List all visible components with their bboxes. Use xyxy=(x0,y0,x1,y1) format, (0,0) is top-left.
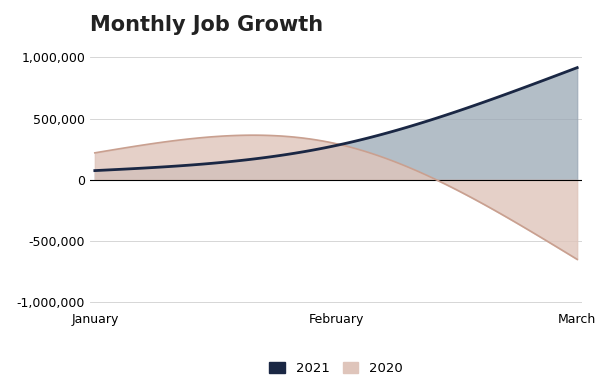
Legend: 2021, 2020: 2021, 2020 xyxy=(264,357,408,376)
Text: Monthly Job Growth: Monthly Job Growth xyxy=(90,15,323,35)
